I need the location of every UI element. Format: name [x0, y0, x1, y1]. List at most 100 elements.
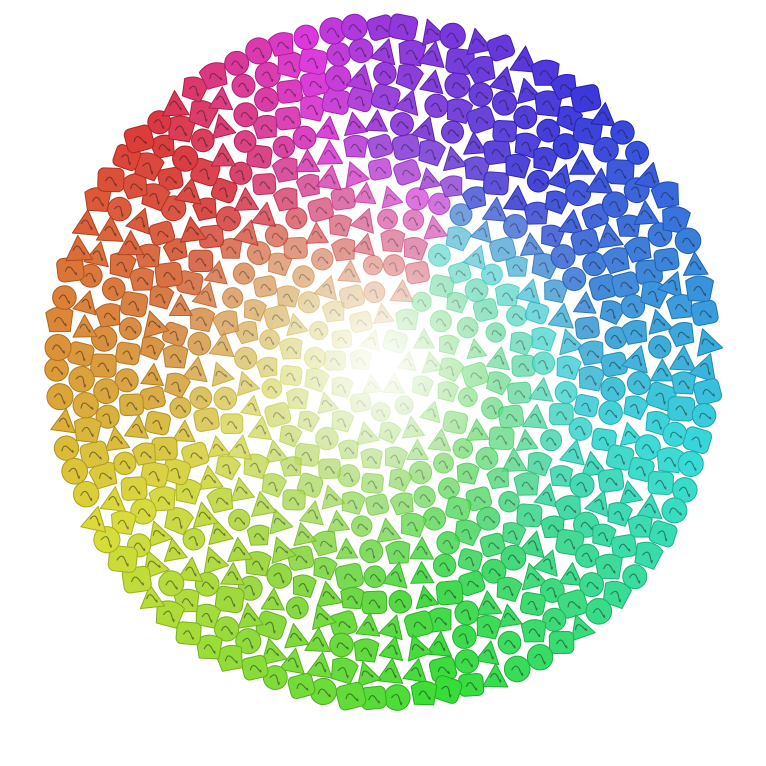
- glyph-mark: [556, 473, 567, 482]
- glyph-mark: [441, 685, 452, 698]
- glyph-mark: [407, 521, 418, 532]
- glyph: [568, 416, 593, 441]
- glyph-body: [462, 244, 486, 271]
- glyph: [634, 434, 661, 461]
- glyph-mark: [242, 637, 254, 649]
- glyph-body: [649, 358, 675, 382]
- glyph-mark: [630, 186, 642, 199]
- glyph: [531, 351, 556, 375]
- glyph-body: [141, 183, 171, 212]
- glyph-mark: [314, 661, 327, 673]
- glyph-body: [158, 570, 185, 597]
- glyph: [45, 306, 74, 333]
- glyph-mark: [271, 232, 284, 240]
- glyph: [550, 244, 576, 270]
- glyph: [395, 63, 424, 91]
- glyph-mark: [89, 451, 102, 460]
- glyph: [243, 299, 267, 322]
- glyph: [251, 201, 277, 227]
- glyph: [492, 120, 517, 143]
- glyph: [616, 214, 641, 237]
- glyph-body: [454, 600, 480, 626]
- glyph: [188, 249, 214, 273]
- glyph-mark: [103, 312, 116, 321]
- glyph: [312, 603, 337, 630]
- glyph: [539, 578, 565, 603]
- glyph-body: [193, 407, 220, 432]
- glyph-body: [457, 548, 483, 572]
- glyph-mark: [675, 405, 688, 416]
- glyph: [148, 520, 174, 547]
- glyph: [532, 549, 558, 577]
- glyph: [441, 120, 464, 144]
- glyph: [71, 209, 100, 236]
- glyph-mark: [496, 45, 509, 53]
- glyph-body: [377, 208, 398, 230]
- glyph-mark: [104, 226, 117, 237]
- glyph-mark: [580, 95, 594, 105]
- glyph-mark: [64, 266, 78, 276]
- glyph-body: [548, 630, 575, 655]
- glyph-mark: [514, 390, 526, 399]
- glyph-mark: [446, 32, 459, 43]
- glyph-mark: [616, 129, 628, 140]
- glyph-body: [482, 171, 510, 196]
- glyph-body: [621, 320, 648, 345]
- glyph-mark: [227, 295, 239, 303]
- glyph: [378, 635, 404, 662]
- glyph-mark: [349, 170, 362, 178]
- glyph: [418, 167, 442, 191]
- glyph: [210, 177, 238, 204]
- glyph: [573, 511, 600, 538]
- glyph-mark: [360, 647, 372, 657]
- glyph-mark: [213, 528, 226, 537]
- glyph: [466, 27, 494, 56]
- glyph-mark: [174, 125, 187, 137]
- glyph-mark: [518, 363, 530, 372]
- glyph: [50, 408, 76, 434]
- glyph: [367, 133, 394, 159]
- glyph-mark: [244, 584, 255, 596]
- glyph: [113, 451, 137, 475]
- glyph-mark: [689, 261, 702, 271]
- glyph-body: [544, 190, 570, 215]
- glyph-mark: [478, 227, 488, 238]
- glyph-body: [210, 177, 238, 204]
- glyph: [370, 83, 401, 112]
- glyph-mark: [488, 568, 501, 577]
- glyph: [568, 149, 596, 175]
- glyph-mark: [110, 435, 123, 445]
- glyph: [252, 173, 277, 196]
- glyph-mark: [215, 370, 227, 378]
- glyph: [498, 603, 523, 628]
- glyph-mark: [116, 261, 128, 273]
- glyph-mark: [656, 367, 668, 377]
- glyph: [597, 468, 625, 493]
- glyph: [634, 161, 662, 191]
- glyph: [101, 277, 126, 301]
- glyph-mark: [629, 573, 641, 584]
- glyph: [443, 146, 468, 172]
- glyph-mark: [163, 271, 176, 281]
- glyph-mark: [624, 431, 636, 439]
- glyph: [295, 174, 320, 198]
- glyph: [95, 404, 120, 429]
- glyph-mark: [350, 143, 362, 153]
- glyph-body: [361, 590, 388, 615]
- glyph: [143, 550, 170, 580]
- glyph-mark: [677, 355, 690, 366]
- glyph-mark: [137, 508, 151, 518]
- glyph-mark: [68, 467, 80, 479]
- glyph: [269, 508, 294, 535]
- glyph-mark: [341, 546, 352, 555]
- glyph-mark: [518, 56, 531, 67]
- glyph: [501, 522, 527, 546]
- glyph: [283, 236, 308, 260]
- glyph: [271, 536, 297, 564]
- glyph-mark: [610, 590, 621, 603]
- glyph-mark: [131, 576, 144, 586]
- glyph-mark: [159, 445, 171, 455]
- glyph-mark: [539, 156, 550, 167]
- glyph: [329, 610, 358, 638]
- glyph-mark: [79, 323, 91, 333]
